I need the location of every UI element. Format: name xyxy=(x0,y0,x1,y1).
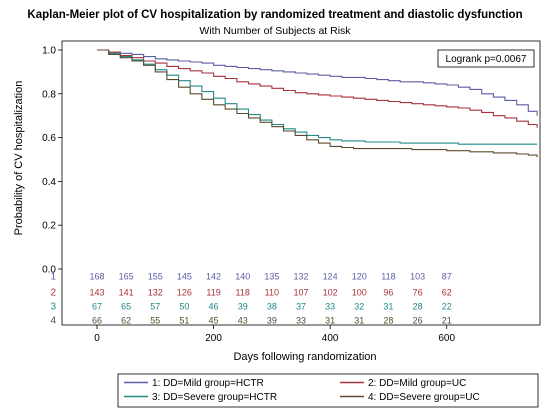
at-risk-count: 126 xyxy=(177,288,192,298)
at-risk-count: 31 xyxy=(383,302,393,312)
y-tick-label: 1.0 xyxy=(42,46,56,57)
chart-title: Kaplan-Meier plot of CV hospitalization … xyxy=(27,9,523,21)
y-tick-label: 0.6 xyxy=(42,133,56,144)
at-risk-count: 39 xyxy=(267,316,277,326)
at-risk-count: 57 xyxy=(150,302,160,312)
at-risk-count: 132 xyxy=(148,288,163,298)
at-risk-count: 124 xyxy=(323,272,338,282)
at-risk-count: 50 xyxy=(179,302,189,312)
at-risk-count: 51 xyxy=(179,316,189,326)
at-risk-count: 107 xyxy=(293,288,308,298)
plot-area-frame xyxy=(61,40,541,326)
y-tick-label: 0.0 xyxy=(42,265,56,276)
at-risk-row-label: 1 xyxy=(50,272,56,283)
at-risk-count: 118 xyxy=(381,272,395,282)
x-axis-label: Days following randomization xyxy=(233,351,376,363)
x-tick-label: 400 xyxy=(322,333,339,344)
at-risk-count: 65 xyxy=(121,302,131,312)
at-risk-count: 155 xyxy=(148,272,163,282)
at-risk-count: 141 xyxy=(119,288,134,298)
at-risk-count: 32 xyxy=(354,302,364,312)
at-risk-count: 55 xyxy=(150,316,160,326)
at-risk-count: 120 xyxy=(352,272,367,282)
at-risk-count: 67 xyxy=(92,302,102,312)
at-risk-count: 140 xyxy=(235,272,250,282)
legend-frame xyxy=(117,373,539,408)
at-risk-row-label: 2 xyxy=(50,288,56,299)
at-risk-count: 87 xyxy=(442,272,452,282)
at-risk-count: 145 xyxy=(177,272,192,282)
km-curve-series-1 xyxy=(97,49,538,116)
x-tick-label: 600 xyxy=(438,333,455,344)
at-risk-count: 168 xyxy=(89,272,104,282)
at-risk-count: 28 xyxy=(413,302,423,312)
y-tick-label: 0.4 xyxy=(42,177,56,188)
at-risk-count: 22 xyxy=(442,302,452,312)
at-risk-row-label: 4 xyxy=(50,316,56,327)
at-risk-count: 62 xyxy=(442,288,452,298)
legend-entry: 2: DD=Mild group=UC xyxy=(368,378,466,389)
at-risk-count: 28 xyxy=(383,316,393,326)
at-risk-count: 31 xyxy=(325,316,335,326)
at-risk-count: 26 xyxy=(413,316,423,326)
at-risk-count: 62 xyxy=(121,316,131,326)
logrank-annotation: Logrank p=0.0067 xyxy=(446,54,527,65)
legend-entry: 3: DD=Severe group=HCTR xyxy=(152,392,277,403)
at-risk-count: 45 xyxy=(209,316,219,326)
y-tick-label: 0.8 xyxy=(42,89,56,100)
km-curve-series-4 xyxy=(97,49,538,158)
at-risk-count: 37 xyxy=(296,302,306,312)
km-curve-series-3 xyxy=(97,49,538,145)
chart-subtitle: With Number of Subjects at Risk xyxy=(199,25,351,37)
y-axis-label: Probability of CV hospitalization xyxy=(13,81,25,236)
y-tick-label: 0.2 xyxy=(42,221,56,232)
km-curve-series-2 xyxy=(97,49,538,128)
at-risk-count: 165 xyxy=(119,272,134,282)
at-risk-count: 33 xyxy=(325,302,335,312)
at-risk-count: 76 xyxy=(413,288,423,298)
at-risk-count: 100 xyxy=(352,288,367,298)
at-risk-count: 33 xyxy=(296,316,306,326)
legend-entry: 4: DD=Severe group=UC xyxy=(368,392,480,403)
at-risk-count: 103 xyxy=(410,272,425,282)
legend-entry: 1: DD=Mild group=HCTR xyxy=(152,378,264,389)
at-risk-count: 118 xyxy=(236,288,250,298)
x-tick-label: 0 xyxy=(94,333,100,344)
at-risk-count: 31 xyxy=(354,316,364,326)
at-risk-count: 39 xyxy=(238,302,248,312)
at-risk-count: 96 xyxy=(383,288,393,298)
x-tick-label: 200 xyxy=(205,333,222,344)
at-risk-row-label: 3 xyxy=(50,302,56,313)
at-risk-count: 38 xyxy=(267,302,277,312)
at-risk-count: 143 xyxy=(89,288,104,298)
annotation-box xyxy=(437,49,535,68)
at-risk-count: 142 xyxy=(206,272,221,282)
at-risk-count: 21 xyxy=(442,316,452,326)
at-risk-count: 46 xyxy=(209,302,219,312)
at-risk-count: 132 xyxy=(293,272,308,282)
at-risk-count: 66 xyxy=(92,316,102,326)
at-risk-count: 43 xyxy=(238,316,248,326)
at-risk-count: 102 xyxy=(323,288,338,298)
at-risk-count: 135 xyxy=(264,272,279,282)
at-risk-count: 110 xyxy=(265,288,279,298)
at-risk-count: 119 xyxy=(206,288,220,298)
